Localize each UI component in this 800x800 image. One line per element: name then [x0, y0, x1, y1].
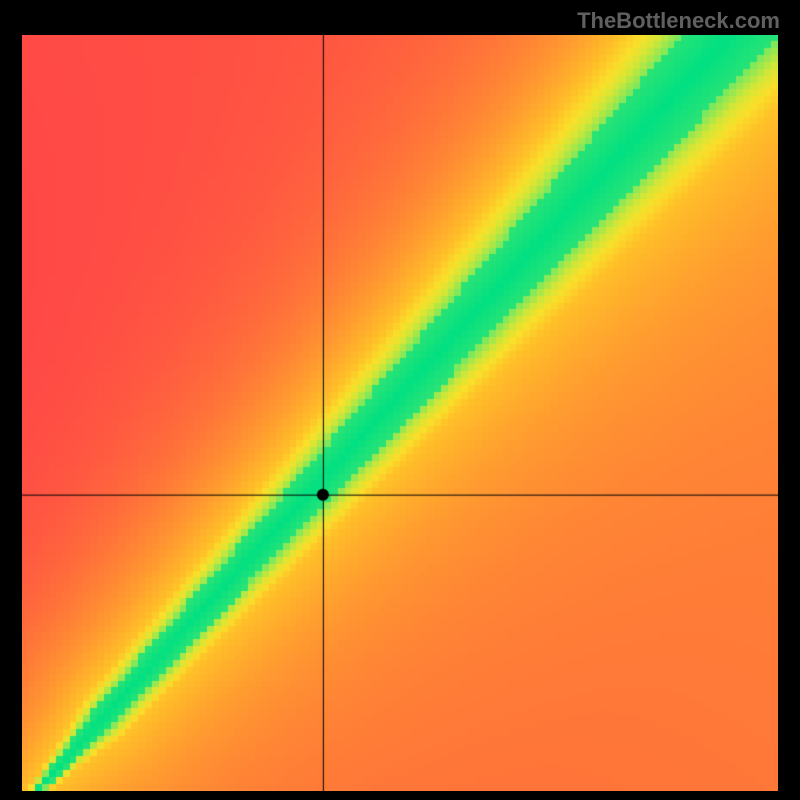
heatmap-plot: [22, 35, 778, 791]
watermark-text: TheBottleneck.com: [577, 8, 780, 34]
heatmap-canvas: [22, 35, 778, 791]
chart-container: TheBottleneck.com: [0, 0, 800, 800]
